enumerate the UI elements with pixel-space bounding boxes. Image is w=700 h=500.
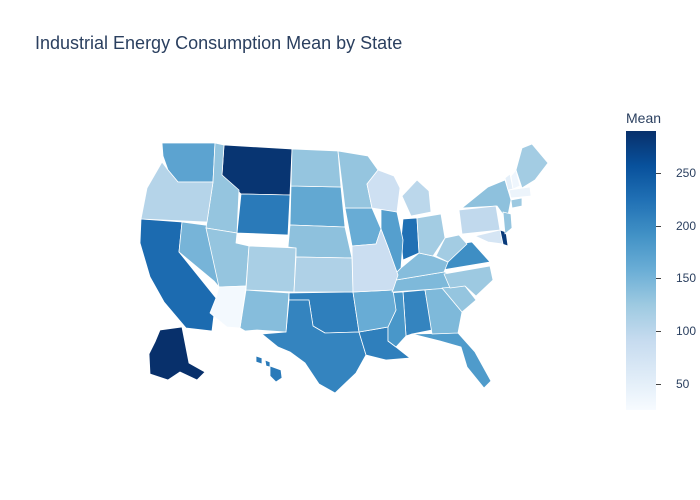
state-co[interactable] [245,245,297,293]
colorbar-tick-label: 200 [676,218,697,233]
state-hi[interactable] [255,355,283,383]
state-nc[interactable] [443,265,494,297]
state-wy[interactable] [236,193,291,236]
state-wi[interactable] [366,169,401,213]
state-ak[interactable] [148,326,206,381]
state-nd[interactable] [290,148,342,188]
state-wv[interactable] [435,234,468,263]
state-ks[interactable] [293,256,354,293]
colorbar-tick-mark [656,383,661,385]
state-in[interactable] [400,217,420,261]
state-fl[interactable] [411,332,492,389]
state-ne[interactable] [287,224,353,259]
state-or[interactable] [140,161,214,223]
colorbar-tick-mark [656,225,661,227]
state-pa[interactable] [458,205,501,235]
colorbar-title: Mean [626,110,662,126]
state-md[interactable] [474,229,504,245]
chart-title: Industrial Energy Consumption Mean by St… [35,33,403,53]
state-nj[interactable] [502,211,513,235]
state-ct[interactable] [510,197,523,209]
colorbar-tick-mark [656,173,661,175]
colorbar-tick-mark [656,278,661,280]
colorbar-tick-mark [656,331,661,333]
state-ky[interactable] [393,252,449,281]
state-oh[interactable] [416,213,446,257]
colorbar-tick-label: 50 [676,376,690,391]
state-tx[interactable] [261,299,367,394]
state-ma[interactable] [508,186,532,199]
state-ia[interactable] [344,207,382,247]
colorbar-tick-label: 150 [676,271,697,286]
state-mi[interactable] [401,179,432,217]
state-mo[interactable] [351,228,399,293]
state-me[interactable] [515,143,549,189]
state-az[interactable] [209,285,247,329]
colorbar-tick-label: 100 [676,324,697,339]
colorbar [626,131,656,410]
state-nm[interactable] [239,289,290,333]
state-nh[interactable] [510,169,521,190]
state-sd[interactable] [289,185,346,228]
colorbar-tick-label: 250 [676,166,697,181]
